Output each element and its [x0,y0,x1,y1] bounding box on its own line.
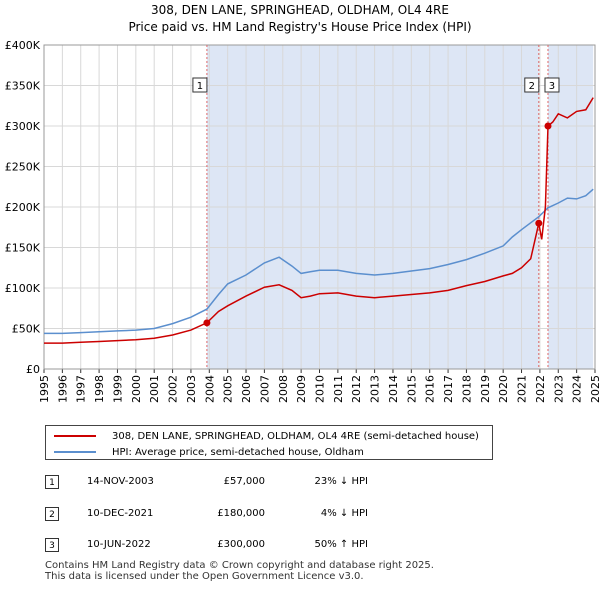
x-tick-label: 2016 [424,375,437,403]
x-tick-label: 2009 [295,375,308,403]
transaction-badge: 1 [45,475,59,489]
y-tick-label: £250K [5,161,41,174]
transaction-badge: 2 [45,507,59,521]
transaction-hpi-diff: 23% ↓ HPI [314,476,368,487]
y-tick-label: £350K [5,80,41,93]
y-tick-label: £300K [5,120,41,133]
sale-badge [524,77,540,93]
x-tick-label: 2006 [240,375,253,403]
x-tick-label: 2025 [589,375,600,403]
y-tick-label: £150K [5,242,41,255]
transaction-date: 10-JUN-2022 [87,539,151,550]
legend: 308, DEN LANE, SPRINGHEAD, OLDHAM, OL4 4… [45,425,493,460]
chart-title: 308, DEN LANE, SPRINGHEAD, OLDHAM, OL4 4… [151,3,449,17]
sale-badge-label: 1 [197,81,203,92]
footer-line-2: This data is licensed under the Open Gov… [45,571,364,582]
sale-badge [544,77,560,93]
price-chart: £0 £50K £100K £150K £200K £250K £300K £350K £400… [5,39,600,403]
x-tick-label: 2015 [405,375,418,403]
x-tick-label: 2011 [332,375,345,403]
sale-point [544,122,552,130]
x-tick-label: 2023 [552,375,565,403]
footer-attribution: Contains HM Land Registry data © Crown c… [45,560,434,582]
transaction-hpi-diff: 4% ↓ HPI [320,508,368,519]
y-tick-label: £100K [5,282,41,295]
y-tick-label: £0 [26,363,40,376]
series-line-property [44,97,594,344]
transaction-date: 14-NOV-2003 [87,476,154,487]
transaction-price: £57,000 [223,476,265,487]
x-tick-label: 2012 [350,375,363,403]
legend-item-property: 308, DEN LANE, SPRINGHEAD, OLDHAM, OL4 4… [54,428,479,444]
legend-swatch-property [54,435,96,437]
x-tick-label: 2020 [497,375,510,403]
transaction-date: 10-DEC-2021 [87,508,154,519]
x-tick-label: 2024 [571,375,584,403]
x-tick-label: 2014 [387,375,400,403]
x-tick-label: 2019 [479,375,492,403]
sale-badge [192,77,208,93]
x-tick-label: 2003 [185,375,198,403]
transaction-hpi-diff: 50% ↑ HPI [314,539,368,550]
legend-swatch-hpi [54,451,96,453]
x-tick-label: 2007 [258,375,271,403]
x-tick-label: 1995 [38,375,51,403]
x-tick-label: 1996 [56,375,69,403]
x-tick-label: 2022 [534,375,547,403]
x-tick-label: 2005 [222,375,235,403]
x-tick-label: 2010 [314,375,327,403]
x-tick-label: 1997 [75,375,88,403]
x-tick-label: 2002 [167,375,180,403]
x-tick-label: 2018 [460,375,473,403]
chart-subtitle: Price paid vs. HM Land Registry's House … [128,20,472,34]
y-tick-label: £200K [5,201,41,214]
legend-label-hpi: HPI: Average price, semi-detached house,… [112,446,364,458]
series-line-hpi [44,188,594,335]
legend-label-property: 308, DEN LANE, SPRINGHEAD, OLDHAM, OL4 4… [112,430,479,442]
x-tick-label: 2013 [369,375,382,403]
transaction-badge: 3 [45,538,59,552]
sale-point [203,319,211,327]
x-tick-label: 2008 [277,375,290,403]
footer-line-1: Contains HM Land Registry data © Crown c… [45,560,434,571]
x-tick-label: 2021 [516,375,529,403]
x-tick-label: 1999 [111,375,124,403]
sale-badge-label: 2 [529,81,535,92]
x-tick-label: 1998 [93,375,106,403]
x-tick-label: 2004 [203,375,216,403]
y-tick-label: £400K [5,39,41,52]
x-tick-label: 2000 [130,375,143,403]
transaction-price: £300,000 [217,539,265,550]
plot-border [43,44,596,370]
y-tick-label: £50K [12,323,41,336]
sale-point [535,219,543,227]
transaction-price: £180,000 [217,508,265,519]
sale-badge-label: 3 [549,81,555,92]
x-tick-label: 2017 [442,375,455,403]
legend-item-hpi: HPI: Average price, semi-detached house,… [54,444,364,460]
x-tick-label: 2001 [148,375,161,403]
